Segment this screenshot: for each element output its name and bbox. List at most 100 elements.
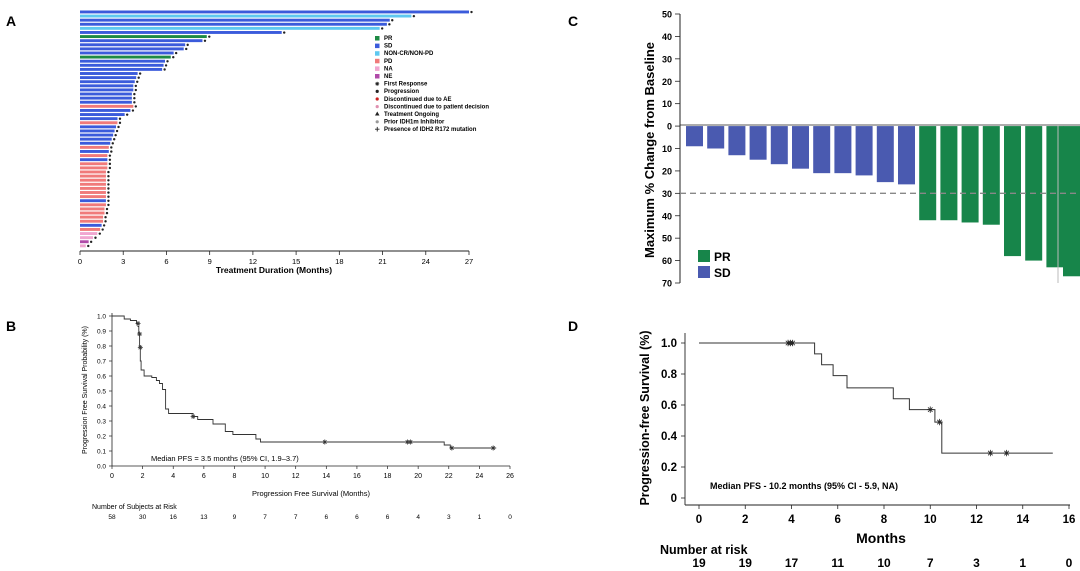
a-bar <box>80 178 106 182</box>
b-y-axis-title: Progression Free Survival Probability (%… <box>82 326 89 454</box>
b-risk-count: 58 <box>108 514 116 521</box>
a-bar <box>80 14 412 18</box>
a-bar <box>80 223 102 227</box>
c-bar <box>813 126 831 174</box>
a-bar-end-marker <box>172 55 175 59</box>
b-risk-count: 16 <box>170 514 178 521</box>
a-bar-end-marker <box>108 158 112 161</box>
a-bar <box>80 141 111 145</box>
a-legend-swatch <box>375 51 380 56</box>
a-legend-swatch <box>375 36 380 41</box>
a-legend-label: NA <box>384 66 393 72</box>
a-legend-label: PR <box>384 36 393 42</box>
a-bar <box>80 137 112 141</box>
b-censor-mark <box>490 445 496 451</box>
c-bar <box>686 126 703 147</box>
a-legend-label: Discontinued due to patient decision <box>384 104 489 110</box>
b-risk-count: 6 <box>324 514 328 521</box>
c-bar <box>855 126 873 176</box>
a-bar <box>80 100 132 104</box>
d-x-tick-label: 14 <box>1016 514 1029 526</box>
b-y-tick-label: 0.3 <box>97 419 106 426</box>
a-bar <box>80 18 390 22</box>
pfs-curve-b: 0 2 4 6 8 10 12 14 16 18 20 22 24 260.00.10.20.30.40.… <box>82 313 514 521</box>
a-bar <box>80 162 108 166</box>
b-y-tick-label: 0.0 <box>97 464 106 471</box>
c-bar <box>1063 126 1080 277</box>
c-y-tick-label: 30 <box>662 54 672 64</box>
b-censor-mark <box>449 445 455 451</box>
a-bar <box>80 96 132 100</box>
a-bar <box>80 10 469 14</box>
a-bar <box>80 150 109 153</box>
a-bar <box>80 219 104 223</box>
a-bar <box>80 207 105 211</box>
a-bar-end-marker <box>134 84 138 88</box>
b-risk-count: 13 <box>200 514 208 521</box>
d-risk-count: 1 <box>1019 556 1026 570</box>
a-bar-end-marker <box>391 19 394 22</box>
c-bar <box>876 126 894 183</box>
a-bar-end-marker <box>131 109 135 112</box>
a-legend-swatch <box>375 58 380 64</box>
d-risk-count: 19 <box>739 556 753 570</box>
b-risk-count: 7 <box>263 514 267 521</box>
a-bar-end-marker <box>108 154 112 157</box>
c-y-tick-label: 20 <box>662 166 672 176</box>
a-bar-end-marker <box>112 138 116 141</box>
a-legend-label: Progression <box>384 89 419 95</box>
a-bar <box>80 26 380 30</box>
d-x-tick-label: 10 <box>924 514 937 526</box>
c-bar <box>834 126 852 174</box>
d-y-tick-label: 1.0 <box>661 338 677 350</box>
a-bar <box>80 113 125 116</box>
c-y-tick-label: 0 <box>667 122 672 132</box>
a-bar-end-marker <box>108 166 112 170</box>
a-legend-label: PD <box>384 59 393 65</box>
d-censor-mark <box>789 339 796 347</box>
a-bar <box>80 51 174 55</box>
a-x-tick-label: 18 <box>335 257 343 266</box>
a-legend-label: NON-CR/NON-PD <box>384 51 434 57</box>
c-y-tick-label: 10 <box>662 144 672 154</box>
a-legend-label: Presence of IDH2 R172 mutation <box>384 127 477 133</box>
a-bar-end-marker <box>388 23 391 26</box>
a-x-tick-label: 3 <box>121 257 125 266</box>
c-bar <box>728 126 746 156</box>
a-bar-end-marker <box>136 80 139 84</box>
b-risk-count: 1 <box>478 514 482 521</box>
a-x-tick-label: 9 <box>208 257 212 266</box>
a-bar-end-marker <box>118 121 122 125</box>
a-bar-end-marker <box>134 105 138 108</box>
a-bar-end-marker <box>105 211 109 215</box>
a-bar-end-marker <box>110 150 113 153</box>
a-bar-end-marker <box>115 129 119 133</box>
a-bar <box>80 158 108 162</box>
a-legend-swatch <box>375 66 380 71</box>
c-y-tick-label: 70 <box>662 279 672 289</box>
d-y-tick-label: 0.8 <box>661 369 678 381</box>
a-x-tick-label: 27 <box>465 257 473 266</box>
a-bar <box>80 174 106 178</box>
panel-label-d: D <box>568 318 578 334</box>
a-bar <box>80 108 131 112</box>
d-y-tick-label: 0.6 <box>661 400 677 412</box>
c-y-tick-label: 50 <box>662 234 672 244</box>
a-bar-end-marker <box>208 35 211 38</box>
a-legend-swatch <box>375 74 380 79</box>
a-bar-end-marker <box>117 125 120 129</box>
d-median-annotation: Median PFS - 10.2 months (95% CI - 5.9, … <box>710 481 898 491</box>
a-bar <box>80 236 93 240</box>
panel-label-a: A <box>6 13 16 29</box>
c-bar <box>792 126 809 169</box>
a-bar-end-marker <box>107 203 110 207</box>
b-x-tick-label: 0 <box>110 473 114 480</box>
a-x-tick-label: 12 <box>249 257 257 266</box>
d-risk-count: 0 <box>1066 556 1073 570</box>
b-x-tick-label: 26 <box>506 473 514 480</box>
waterfall-plot: 50 40 30 20 10 0 10 20 30 40 50 60 70 Maximum % Chan… <box>642 10 1080 289</box>
b-x-tick-label: 14 <box>322 473 330 480</box>
c-y-tick-label: 60 <box>662 256 672 266</box>
c-legend-swatch <box>698 250 710 262</box>
b-x-tick-label: 16 <box>353 473 361 480</box>
